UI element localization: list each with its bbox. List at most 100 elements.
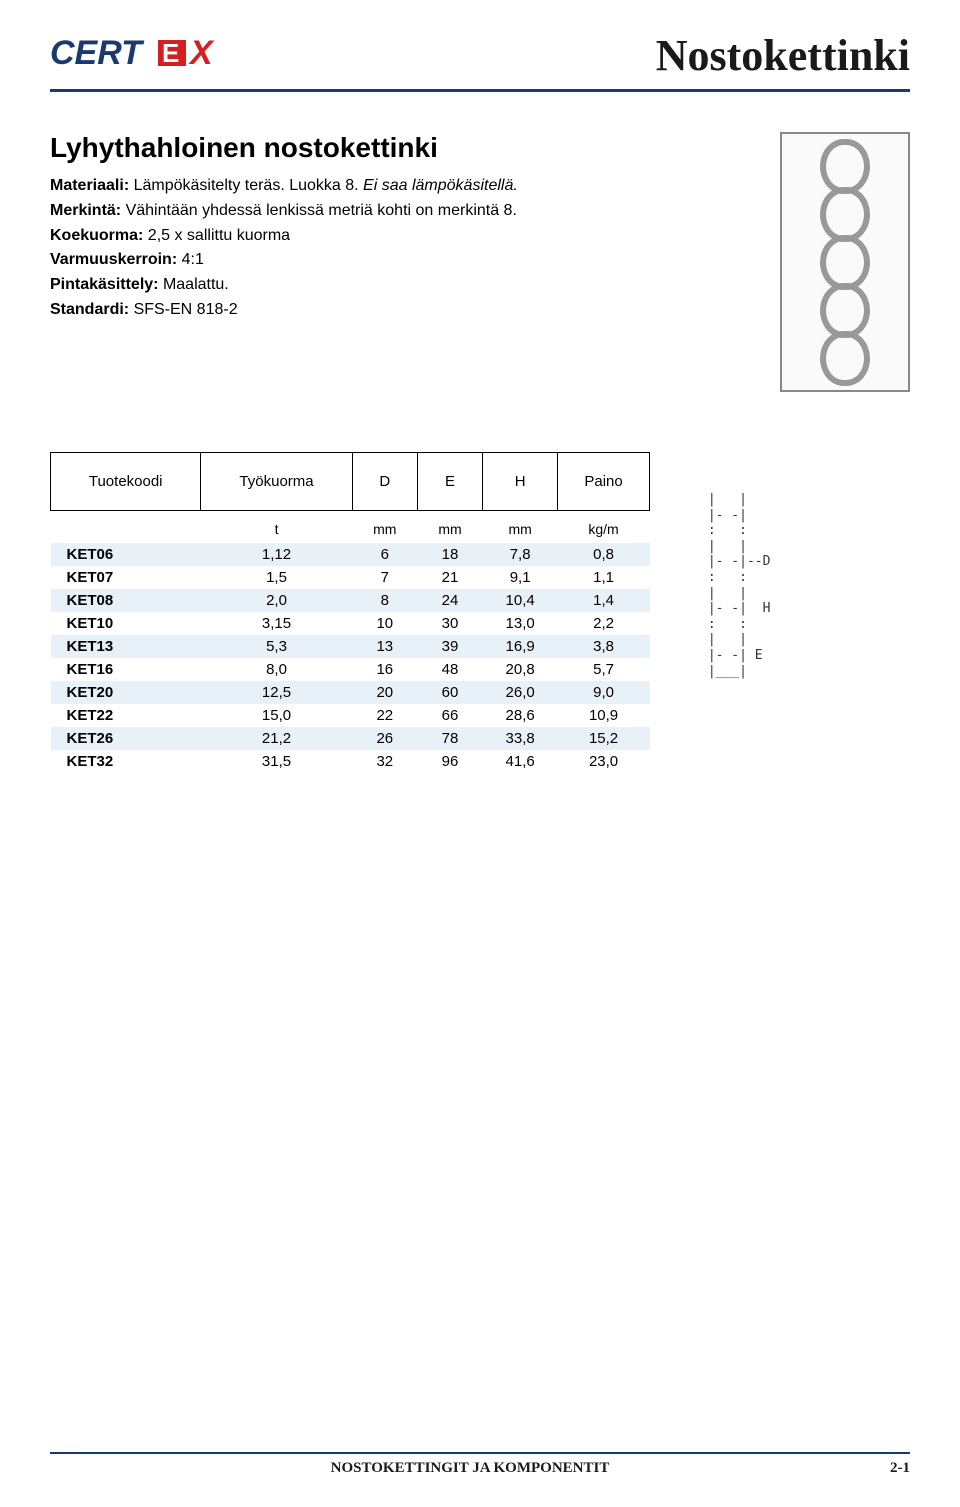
property-value: Lämpökäsitelty teräs. Luokka 8.	[134, 177, 359, 194]
table-unit-cell: mm	[352, 511, 417, 544]
section-subtitle: Lyhythahloinen nostokettinki	[50, 132, 750, 164]
table-cell: 96	[417, 750, 482, 773]
table-unit-cell: mm	[417, 511, 482, 544]
table-cell: 30	[417, 612, 482, 635]
table-cell: 2,2	[558, 612, 650, 635]
property-line: Merkintä: Vähintään yhdessä lenkissä met…	[50, 199, 750, 224]
table-cell: 20,8	[483, 658, 558, 681]
property-line: Materiaali: Lämpökäsitelty teräs. Luokka…	[50, 174, 750, 199]
table-row: KET2012,5206026,09,0	[51, 681, 650, 704]
table-cell: 7,8	[483, 543, 558, 566]
property-value: SFS-EN 818-2	[134, 301, 238, 318]
property-label: Koekuorma:	[50, 227, 148, 244]
table-row: KET082,082410,41,4	[51, 589, 650, 612]
table-row: KET071,57219,11,1	[51, 566, 650, 589]
table-cell: 39	[417, 635, 482, 658]
svg-text:CERT: CERT	[50, 34, 145, 72]
table-cell: 78	[417, 727, 482, 750]
table-cell: 3,15	[201, 612, 352, 635]
table-row: KET103,15103013,02,2	[51, 612, 650, 635]
table-cell: 2,0	[201, 589, 352, 612]
property-value: Maalattu.	[163, 276, 229, 293]
property-label: Materiaali:	[50, 177, 134, 194]
product-code-cell: KET16	[51, 658, 201, 681]
table-cell: 32	[352, 750, 417, 773]
table-cell: 31,5	[201, 750, 352, 773]
table-cell: 60	[417, 681, 482, 704]
table-row: KET2215,0226628,610,9	[51, 704, 650, 727]
chain-dimension-diagram: | | |- -| : : | | |- -|--D : : | | |- -|…	[700, 492, 770, 679]
table-cell: 6	[352, 543, 417, 566]
table-header-cell: Paino	[558, 453, 650, 511]
property-line: Pintakäsittely: Maalattu.	[50, 273, 750, 298]
product-code-cell: KET07	[51, 566, 201, 589]
property-line: Koekuorma: 2,5 x sallittu kuorma	[50, 224, 750, 249]
product-table: TuotekoodiTyökuormaDEHPaino tmmmmmmkg/m …	[50, 452, 650, 773]
table-cell: 16,9	[483, 635, 558, 658]
table-cell: 5,3	[201, 635, 352, 658]
table-cell: 9,1	[483, 566, 558, 589]
page-title: Nostokettinki	[656, 30, 910, 81]
table-cell: 1,5	[201, 566, 352, 589]
table-row: KET135,3133916,93,8	[51, 635, 650, 658]
property-value: Vähintään yhdessä lenkissä metriä kohti …	[126, 202, 517, 219]
table-unit-cell: t	[201, 511, 352, 544]
product-code-cell: KET08	[51, 589, 201, 612]
table-cell: 26	[352, 727, 417, 750]
table-cell: 21,2	[201, 727, 352, 750]
table-cell: 28,6	[483, 704, 558, 727]
table-cell: 1,12	[201, 543, 352, 566]
table-unit-row: tmmmmmmkg/m	[51, 511, 650, 544]
table-header-cell: Tuotekoodi	[51, 453, 201, 511]
svg-text:X: X	[188, 34, 215, 72]
table-cell: 66	[417, 704, 482, 727]
property-note: Ei saa lämpökäsitellä.	[359, 177, 518, 194]
table-cell: 12,5	[201, 681, 352, 704]
property-value: 4:1	[182, 251, 204, 268]
product-code-cell: KET13	[51, 635, 201, 658]
table-cell: 22	[352, 704, 417, 727]
table-row: KET3231,5329641,623,0	[51, 750, 650, 773]
table-cell: 13	[352, 635, 417, 658]
table-header-row: TuotekoodiTyökuormaDEHPaino	[51, 453, 650, 511]
product-code-cell: KET10	[51, 612, 201, 635]
product-code-cell: KET20	[51, 681, 201, 704]
table-cell: 3,8	[558, 635, 650, 658]
table-cell: 21	[417, 566, 482, 589]
properties-list: Materiaali: Lämpökäsitelty teräs. Luokka…	[50, 174, 750, 323]
table-cell: 1,4	[558, 589, 650, 612]
table-cell: 10	[352, 612, 417, 635]
table-header-cell: Työkuorma	[201, 453, 352, 511]
table-cell: 5,7	[558, 658, 650, 681]
table-unit-cell	[51, 511, 201, 544]
footer-title: NOSTOKETTINGIT JA KOMPONENTIT	[50, 1460, 890, 1477]
property-label: Standardi:	[50, 301, 134, 318]
table-unit-cell: mm	[483, 511, 558, 544]
table-cell: 1,1	[558, 566, 650, 589]
table-cell: 15,2	[558, 727, 650, 750]
table-cell: 18	[417, 543, 482, 566]
chain-illustration	[780, 132, 910, 392]
property-line: Standardi: SFS-EN 818-2	[50, 298, 750, 323]
table-cell: 9,0	[558, 681, 650, 704]
intro-section: Lyhythahloinen nostokettinki Materiaali:…	[50, 132, 910, 392]
product-code-cell: KET32	[51, 750, 201, 773]
property-line: Varmuuskerroin: 4:1	[50, 248, 750, 273]
table-row: KET2621,2267833,815,2	[51, 727, 650, 750]
table-header-cell: H	[483, 453, 558, 511]
table-cell: 8	[352, 589, 417, 612]
table-cell: 24	[417, 589, 482, 612]
table-cell: 48	[417, 658, 482, 681]
property-value: 2,5 x sallittu kuorma	[148, 227, 290, 244]
property-label: Varmuuskerroin:	[50, 251, 182, 268]
table-cell: 8,0	[201, 658, 352, 681]
table-unit-cell: kg/m	[558, 511, 650, 544]
page-footer: NOSTOKETTINGIT JA KOMPONENTIT 2-1	[50, 1452, 910, 1477]
table-header-cell: E	[417, 453, 482, 511]
property-label: Pintakäsittely:	[50, 276, 163, 293]
property-label: Merkintä:	[50, 202, 126, 219]
product-code-cell: KET22	[51, 704, 201, 727]
table-cell: 7	[352, 566, 417, 589]
table-header-cell: D	[352, 453, 417, 511]
page-header: CERT E X Nostokettinki	[50, 30, 910, 92]
